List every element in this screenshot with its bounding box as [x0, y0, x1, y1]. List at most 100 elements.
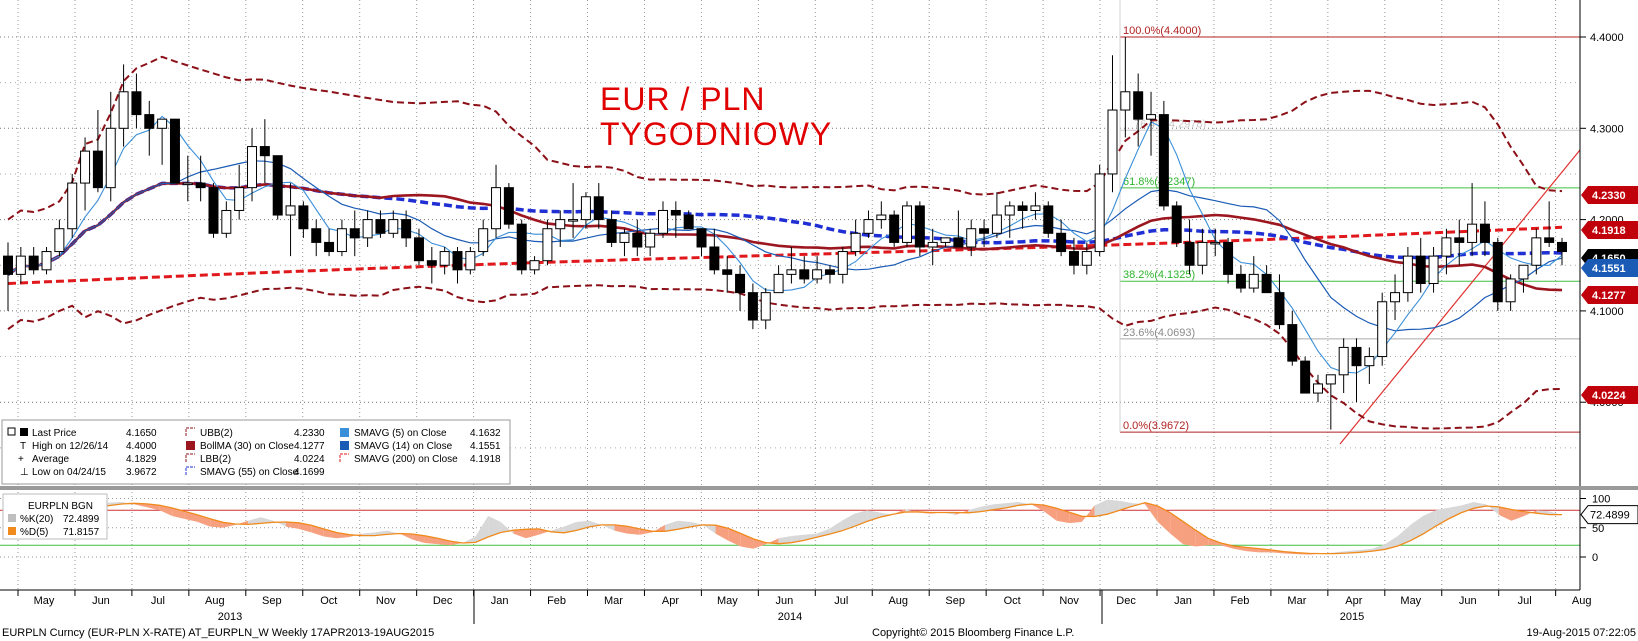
legend-box: [1, 419, 511, 485]
candle-body: [1338, 346, 1349, 376]
stoch-fill-segment: [475, 516, 489, 543]
price-tag-label: 4.1277: [1592, 290, 1626, 302]
candle-body: [105, 127, 116, 189]
footer-left: EURPLN Curncy (EUR-PLN X-RATE) AT_EURPLN…: [2, 627, 434, 639]
candle-body: [1004, 205, 1015, 216]
candle-body: [786, 269, 797, 275]
candle-body: [747, 292, 758, 321]
footer-right: 19-Aug-2015 07:22:05: [1527, 627, 1636, 639]
candle-body: [1235, 273, 1246, 289]
candle-body: [516, 223, 527, 271]
candle-body: [1402, 255, 1413, 294]
candle-body: [285, 205, 296, 216]
candle-body: [1312, 383, 1323, 394]
candle-body: [375, 219, 386, 234]
x-month-label: Mar: [1287, 595, 1306, 607]
candle-body: [1017, 205, 1028, 211]
stoch-fill-segment: [1410, 516, 1424, 541]
x-month-label: Jul: [151, 595, 165, 607]
price-tag: [1581, 186, 1638, 204]
candle-body: [118, 91, 129, 129]
candle-body: [1300, 360, 1311, 394]
legend-ubb-label: UBB(2): [200, 428, 233, 439]
stoch-fill-segment: [1069, 512, 1082, 524]
stoch-fill-segment: [399, 533, 413, 540]
stoch-fill-segment: [639, 528, 653, 535]
bollma-line: [7, 182, 1563, 292]
legend-low-value: 3.9672: [126, 467, 157, 478]
stoch-fill-segment: [1132, 502, 1146, 507]
legend-last-price-value: 4.1650: [126, 428, 157, 439]
candle-body: [195, 182, 206, 189]
candle-body: [837, 251, 848, 275]
stoch-fill-segment: [1056, 508, 1070, 524]
candle-body: [28, 255, 39, 271]
stoch-fill-segment: [412, 533, 425, 543]
candle-body: [1197, 241, 1208, 266]
candle-body: [503, 187, 514, 225]
candle-body: [401, 219, 412, 239]
x-month-label: Nov: [376, 595, 396, 607]
candle-body: [426, 260, 437, 266]
candle-body: [234, 187, 245, 211]
candle-body: [413, 237, 424, 262]
upper-band: [7, 55, 1563, 221]
candle-body: [439, 251, 450, 266]
stoch-fill-segment: [664, 520, 678, 532]
candle-body: [722, 269, 733, 275]
candle-body: [850, 232, 861, 253]
stoch-fill-segment: [526, 528, 539, 539]
stoch-fill-segment: [260, 517, 274, 524]
x-year-label: 2015: [1340, 611, 1364, 623]
main-panel-bg: [0, 0, 1580, 487]
candle-body: [1467, 223, 1478, 243]
candle-body: [1210, 241, 1221, 245]
stoch-fill-segment: [690, 521, 703, 527]
candle-body: [979, 228, 990, 234]
x-month-label: Oct: [320, 595, 337, 607]
candle-body: [1351, 346, 1362, 367]
stoch-y-axis: 100 50 0 72.4899: [1580, 494, 1638, 564]
candle-body: [1133, 91, 1144, 120]
candle-body: [54, 228, 65, 253]
fib-label: 23.6%(4.0693): [1123, 327, 1195, 339]
stoch-fill-segment: [285, 522, 299, 529]
legend-last-price-label: Last Price: [32, 428, 77, 439]
stoch-fill-segment: [1119, 500, 1133, 511]
candle-body: [1531, 237, 1542, 266]
stoch-fill-segment: [778, 535, 792, 544]
candle-body: [247, 146, 258, 189]
x-month-label: Mar: [604, 595, 623, 607]
candle-body: [1441, 237, 1452, 257]
candle-body: [709, 246, 720, 271]
x-month-label: Aug: [888, 595, 908, 607]
candle-body: [1505, 278, 1516, 303]
stoch-fill-segment: [1195, 530, 1209, 547]
candle-body: [144, 114, 155, 129]
stoch-fill-segment: [1473, 502, 1487, 509]
stoch-legend: EURPLN BGN %K(20) 72.4899 %D(5) 71.8157: [2, 493, 108, 540]
stoch-fill-segment: [766, 538, 779, 545]
x-month-label: Jun: [775, 595, 793, 607]
candle-body: [169, 118, 180, 184]
legend-ubb-value: 4.2330: [294, 428, 325, 439]
stoch-fill-segment: [1385, 535, 1398, 550]
legend-average-value: 4.1829: [126, 454, 157, 465]
x-month-label: Feb: [547, 595, 566, 607]
candle-body: [1120, 91, 1131, 111]
price-tag: [1581, 286, 1638, 304]
candle-body: [1479, 223, 1490, 243]
candle-body: [452, 251, 463, 271]
legend: Last Price 4.1650 T High on 12/26/14 4.4…: [1, 419, 511, 485]
candle-body: [131, 91, 142, 116]
sma14-line: [7, 160, 1563, 332]
x-month-label: Dec: [1116, 595, 1136, 607]
stoch-fill-segment: [816, 528, 830, 538]
legend-high-label: High on 12/26/14: [32, 441, 109, 452]
candle-body: [1364, 356, 1375, 367]
price-tag-label: 4.2330: [1592, 190, 1626, 202]
x-month-label: Oct: [1004, 595, 1021, 607]
legend-sma200-label: SMAVG (200) on Close: [354, 454, 458, 465]
